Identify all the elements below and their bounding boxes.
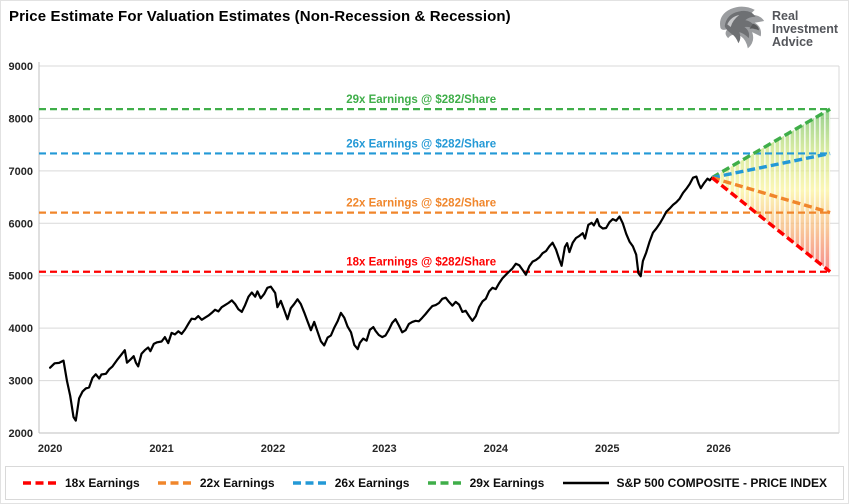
eagle-icon xyxy=(715,3,767,56)
x-tick-2024: 2024 xyxy=(484,443,509,455)
sp500-price-line xyxy=(48,175,714,422)
y-tick-5000: 5000 xyxy=(9,271,33,283)
fan-line-18x xyxy=(710,176,832,274)
legend-item-18x-earnings: 18x Earnings xyxy=(22,476,140,490)
legend-item-22x-earnings: 22x Earnings xyxy=(157,476,275,490)
projection-fan-hatch xyxy=(711,109,831,272)
y-tick-4000: 4000 xyxy=(9,323,33,335)
legend-item-s-p-500-composite-price-index: S&P 500 COMPOSITE - PRICE INDEX xyxy=(562,476,828,490)
ria-logo: Real Investment Advice xyxy=(715,3,838,56)
legend-dashed-line-swatch xyxy=(23,481,57,485)
y-tick-6000: 6000 xyxy=(9,218,33,230)
legend-label: 22x Earnings xyxy=(199,476,275,490)
legend-dashed-line-swatch xyxy=(157,481,192,485)
y-tick-9000: 9000 xyxy=(9,61,33,73)
y-tick-7000: 7000 xyxy=(9,166,33,178)
level-label-29x: 29x Earnings @ $282/Share xyxy=(346,94,496,106)
legend-label: 29x Earnings xyxy=(469,476,545,490)
legend-dashed-line-swatch xyxy=(292,481,327,485)
level-label-26x: 26x Earnings @ $282/Share xyxy=(346,138,496,150)
x-tick-2025: 2025 xyxy=(595,443,619,455)
fan-line-29x xyxy=(711,107,831,180)
legend-dashed-line-swatch xyxy=(427,481,462,485)
level-label-18x: 18x Earnings @ $282/Share xyxy=(346,257,496,269)
chart-legend: 18x Earnings 22x Earnings 26x Earnings 29x … xyxy=(5,466,844,500)
legend-solid-line-swatch xyxy=(562,481,609,485)
x-tick-2023: 2023 xyxy=(372,443,396,455)
page-title: Price Estimate For Valuation Estimates (… xyxy=(9,8,511,25)
fan-line-22x xyxy=(711,176,831,215)
y-tick-3000: 3000 xyxy=(9,376,33,388)
level-label-22x: 22x Earnings @ $282/Share xyxy=(346,198,496,210)
legend-label: 18x Earnings xyxy=(65,476,140,490)
y-tick-2000: 2000 xyxy=(9,428,33,440)
x-tick-2020: 2020 xyxy=(38,443,62,455)
y-tick-8000: 8000 xyxy=(9,113,33,125)
legend-label: 26x Earnings xyxy=(334,476,410,490)
price-chart: 29x Earnings @ $282/Share 26x Earnings @ … xyxy=(9,61,840,455)
legend-item-29x-earnings: 29x Earnings xyxy=(427,476,545,490)
logo-text: Real Investment Advice xyxy=(772,9,838,49)
x-tick-2022: 2022 xyxy=(261,443,285,455)
x-tick-2021: 2021 xyxy=(149,443,173,455)
legend-item-26x-earnings: 26x Earnings xyxy=(292,476,410,490)
fan-line-26x xyxy=(711,151,831,180)
x-tick-2026: 2026 xyxy=(706,443,730,455)
legend-label: S&P 500 COMPOSITE - PRICE INDEX xyxy=(616,476,828,490)
